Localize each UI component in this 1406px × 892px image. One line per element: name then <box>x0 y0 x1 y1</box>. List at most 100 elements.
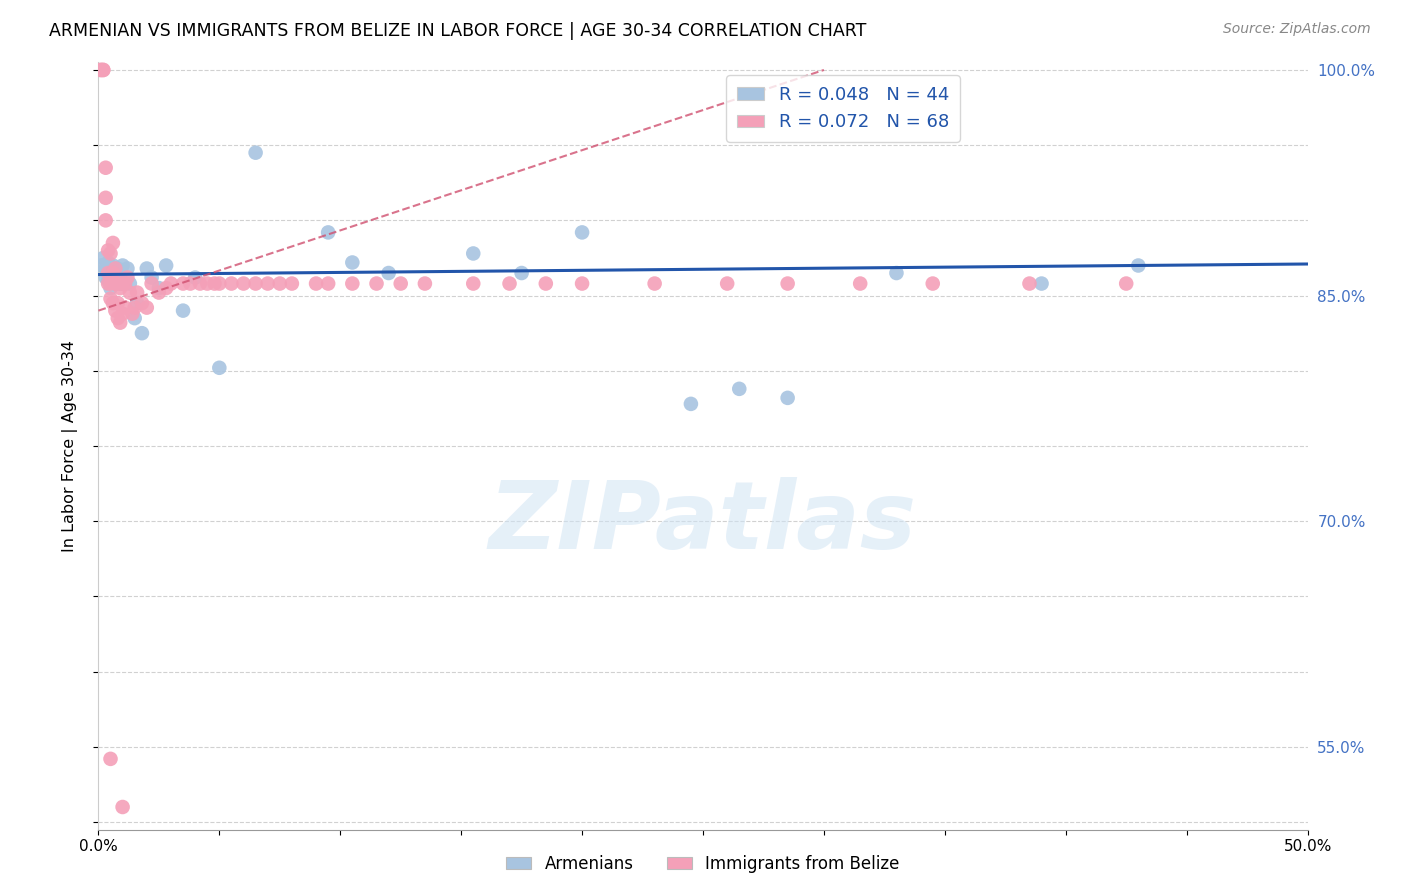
Point <box>135 301 157 315</box>
Point <box>97 274 120 288</box>
Point <box>571 226 593 240</box>
Point <box>94 261 117 276</box>
Point <box>107 277 129 291</box>
Point <box>108 281 131 295</box>
Point <box>100 277 122 291</box>
Point <box>463 277 485 291</box>
Point <box>1128 259 1150 273</box>
Point <box>107 296 129 310</box>
Point <box>108 270 131 285</box>
Point <box>571 277 593 291</box>
Point <box>245 145 267 160</box>
Point <box>208 360 231 375</box>
Text: ARMENIAN VS IMMIGRANTS FROM BELIZE IN LABOR FORCE | AGE 30-34 CORRELATION CHART: ARMENIAN VS IMMIGRANTS FROM BELIZE IN LA… <box>49 22 866 40</box>
Point <box>94 191 117 205</box>
Point <box>316 277 339 291</box>
Point <box>232 277 254 291</box>
Point <box>221 277 243 291</box>
Point <box>118 285 141 300</box>
Point <box>97 255 120 269</box>
Point <box>101 259 124 273</box>
Point <box>281 277 304 291</box>
Point <box>104 277 127 291</box>
Point <box>104 303 127 318</box>
Point <box>104 277 127 291</box>
Point <box>117 270 139 285</box>
Point <box>160 277 183 291</box>
Point <box>389 277 412 291</box>
Text: ZIPatlas: ZIPatlas <box>489 476 917 569</box>
Point <box>305 277 328 291</box>
Point <box>101 296 124 310</box>
Point <box>107 277 129 291</box>
Point <box>510 266 533 280</box>
Point <box>91 251 114 265</box>
Point <box>776 277 799 291</box>
Point <box>114 301 136 315</box>
Point <box>534 277 557 291</box>
Point <box>498 277 520 291</box>
Legend: Armenians, Immigrants from Belize: Armenians, Immigrants from Belize <box>499 848 907 880</box>
Point <box>1031 277 1053 291</box>
Point <box>90 259 112 273</box>
Point <box>108 277 131 291</box>
Point <box>94 161 117 175</box>
Point <box>463 246 485 260</box>
Point <box>111 307 134 321</box>
Point <box>111 277 134 291</box>
Point <box>100 752 122 766</box>
Point <box>100 281 122 295</box>
Point <box>135 261 157 276</box>
Point <box>111 800 134 814</box>
Point <box>155 281 177 295</box>
Point <box>728 382 751 396</box>
Point <box>188 277 211 291</box>
Point <box>127 285 149 300</box>
Point <box>141 270 163 285</box>
Point <box>195 277 218 291</box>
Point <box>91 62 114 77</box>
Point <box>131 296 153 310</box>
Point <box>172 277 194 291</box>
Point <box>114 277 136 291</box>
Point <box>316 226 339 240</box>
Point <box>366 277 388 291</box>
Point <box>94 213 117 227</box>
Point <box>148 281 170 295</box>
Point <box>204 277 226 291</box>
Point <box>849 277 872 291</box>
Point <box>124 311 146 326</box>
Point <box>886 266 908 280</box>
Point <box>413 277 436 291</box>
Point <box>117 261 139 276</box>
Point <box>131 326 153 341</box>
Point <box>118 277 141 291</box>
Point <box>97 266 120 280</box>
Point <box>101 235 124 250</box>
Point <box>716 277 738 291</box>
Point <box>141 277 163 291</box>
Point <box>107 261 129 276</box>
Point <box>921 277 943 291</box>
Point <box>100 266 122 280</box>
Point <box>377 266 399 280</box>
Point <box>107 311 129 326</box>
Point <box>114 277 136 291</box>
Point <box>104 261 127 276</box>
Point <box>104 261 127 276</box>
Point <box>1018 277 1040 291</box>
Point <box>1115 277 1137 291</box>
Point <box>172 303 194 318</box>
Point <box>127 296 149 310</box>
Point <box>679 397 702 411</box>
Point <box>644 277 666 291</box>
Point <box>776 391 799 405</box>
Point <box>94 270 117 285</box>
Point <box>111 277 134 291</box>
Point <box>97 277 120 291</box>
Point <box>148 285 170 300</box>
Legend: R = 0.048   N = 44, R = 0.072   N = 68: R = 0.048 N = 44, R = 0.072 N = 68 <box>727 75 960 142</box>
Point <box>100 292 122 306</box>
Point <box>245 277 267 291</box>
Point <box>121 307 143 321</box>
